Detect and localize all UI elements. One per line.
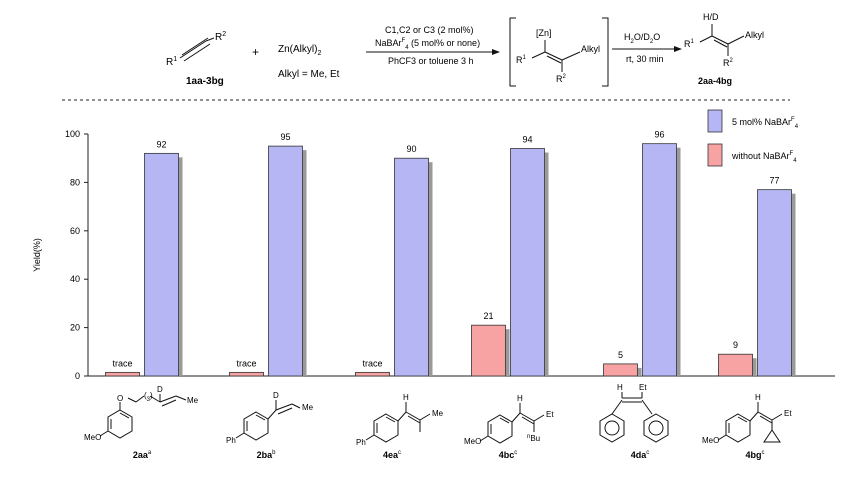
substituent-meo-2: MeO [464, 437, 481, 446]
intermediate-r2: R2 [556, 74, 567, 84]
data-label: 94 [522, 135, 532, 145]
condition-catalyst: C1,C2 or C3 (2 mol%) [385, 25, 474, 35]
product-hd: H/D [703, 12, 719, 22]
structure-2ba [235, 400, 301, 441]
alkyne-r2: R2 [215, 31, 226, 43]
chain-length: (3) [144, 391, 153, 403]
structure-2aa [99, 394, 187, 439]
product-r2: R2 [723, 58, 734, 68]
structure-4bc [479, 403, 545, 444]
bar-4bc-series-2 [510, 148, 545, 377]
bar-4bg-series-1 [718, 353, 753, 377]
substituent-et-1: Et [546, 410, 554, 419]
intermediate-r1: R1 [516, 55, 527, 65]
chart-legend: 5 mol% NaBArF4 without NaBArF4 [707, 109, 799, 167]
y-tick-label: 100 [65, 129, 80, 139]
substituent-meo-1: MeO [84, 433, 101, 442]
data-label: 95 [280, 132, 290, 142]
legend-swatch-series-1 [707, 143, 723, 167]
substituent-d-1: D [157, 385, 163, 394]
data-label: 90 [406, 144, 416, 154]
substituent-meo-3: MeO [702, 436, 719, 445]
substituent-et-2: Et [639, 383, 647, 392]
bar-2ba-series-2 [268, 145, 303, 377]
data-label: 77 [769, 176, 779, 186]
condition-solvent: PhCF3 or toluene 3 h [388, 56, 474, 66]
compound-label-4bc: 4bcc [499, 450, 518, 460]
product-structure [699, 24, 745, 56]
legend-label-series-1: without NaBArF4 [731, 151, 797, 164]
dialkylzinc-reagent: Zn(Alkyl)2 [278, 44, 321, 57]
chart-data-labels: trace 92 trace 95 trace 90 21 94 5 96 9 77 [112, 130, 779, 369]
substituent-d-2: D [273, 391, 279, 400]
intermediate-zinc: [Zn] [536, 28, 552, 38]
structure-4da [599, 392, 669, 443]
intermediate-brackets [509, 17, 609, 87]
data-label: trace [362, 358, 382, 368]
reaction-scheme: R1 R2 1aa-3bg + Zn(Alkyl)2 Alkyl = Me, E… [62, 12, 790, 101]
compound-labels: 2aaa 2bab 4eac 4bcc 4dac 4bgc [133, 450, 765, 460]
product-label: 2aa-4bg [698, 76, 732, 86]
intermediate-alkyl: Alkyl [581, 44, 600, 54]
compound-label-2ba: 2bab [257, 450, 277, 460]
legend-swatch-series-2 [707, 109, 723, 133]
y-tick-label: 80 [70, 177, 80, 187]
alkyl-note: Alkyl = Me, Et [278, 69, 340, 80]
y-tick-label: 20 [70, 323, 80, 333]
substituent-oxygen: O [117, 394, 123, 403]
substituent-et-3: Et [784, 409, 792, 418]
substituent-me-3: Me [432, 409, 444, 418]
quench-reagent: H2O/D2O [624, 32, 660, 45]
substituent-ph-2: Ph [356, 438, 366, 447]
bar-2ba-series-1 [229, 371, 264, 377]
data-label: 5 [618, 350, 623, 360]
structure-4bg [717, 402, 783, 443]
product-r1: R1 [684, 39, 695, 49]
compound-label-4bg: 4bgc [745, 450, 764, 460]
substituent-nbu: nBu [527, 434, 540, 443]
substituent-ph-1: Ph [226, 436, 236, 445]
bar-4da-series-1 [603, 363, 638, 377]
bar-4ea-series-2 [394, 157, 429, 377]
substituent-h-3: H [617, 383, 623, 392]
legend-label-series-2: 5 mol% NaBArF4 [732, 117, 799, 130]
substituent-me-1: Me [187, 396, 199, 405]
bar-2aa-series-2 [144, 152, 179, 377]
data-label: 21 [483, 311, 493, 321]
y-axis-label: Yield(%) [32, 238, 42, 272]
data-label: 96 [654, 130, 664, 140]
data-label: trace [236, 358, 256, 368]
bar-4bg-series-2 [757, 189, 792, 377]
alkyne-r1: R1 [166, 56, 177, 68]
alkyne-bond [179, 40, 207, 59]
product-alkyl: Alkyl [745, 30, 764, 40]
condition-salt: NaBArF4 (5 mol% or none) [375, 38, 480, 51]
substituent-me-2: Me [302, 403, 314, 412]
quench-conditions: rt, 30 min [626, 54, 664, 64]
bar-4bc-series-1 [471, 324, 506, 377]
data-label: 92 [156, 139, 166, 149]
substituent-h-4: H [755, 393, 761, 402]
substituent-h-1: H [403, 393, 409, 402]
chart-axes: 0 20 40 60 80 100 [65, 129, 835, 381]
data-label: trace [112, 358, 132, 368]
chart-bars [105, 143, 796, 377]
data-label: 9 [733, 340, 738, 350]
bar-4ea-series-1 [355, 371, 390, 377]
compound-label-4ea: 4eac [383, 450, 401, 460]
plus-sign: + [252, 45, 259, 59]
y-tick-label: 0 [75, 371, 80, 381]
bar-2aa-series-1 [105, 371, 140, 377]
y-tick-label: 60 [70, 226, 80, 236]
bar-4da-series-2 [642, 143, 677, 377]
substituent-h-2: H [517, 394, 523, 403]
reactant-label: 1aa-3bg [186, 76, 224, 87]
structure-4ea [365, 402, 431, 443]
y-tick-label: 40 [70, 274, 80, 284]
compound-label-4da: 4dac [631, 450, 650, 460]
compound-label-2aa: 2aaa [133, 450, 152, 460]
